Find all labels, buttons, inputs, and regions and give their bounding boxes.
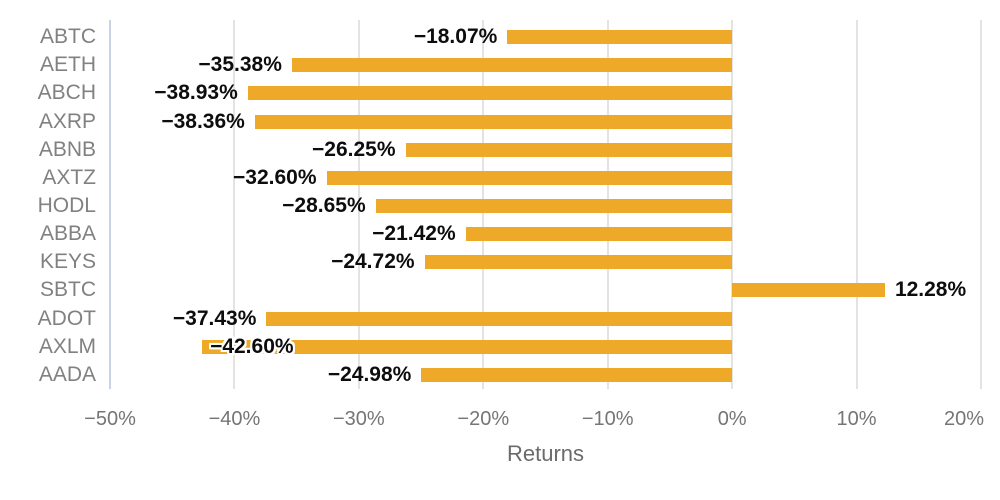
gridline--40 xyxy=(233,20,236,389)
bar-sbtc xyxy=(732,283,885,298)
category-label-abtc: ABTC xyxy=(39,25,96,49)
x-axis-title: Returns xyxy=(506,441,585,466)
gridline-10 xyxy=(855,20,858,389)
data-label-aada: −24.98% xyxy=(327,362,412,386)
category-label-adot: ADOT xyxy=(37,306,96,330)
gridline-20 xyxy=(980,20,982,389)
bar-abnb xyxy=(405,142,733,157)
bar-adot xyxy=(266,311,733,326)
category-label-axtz: AXTZ xyxy=(42,165,96,189)
x-tick-0: 0% xyxy=(717,408,747,430)
data-label-axrp: −38.36% xyxy=(161,109,245,133)
gridline-0 xyxy=(731,20,734,389)
category-label-keys: KEYS xyxy=(39,250,96,274)
data-label-aeth: −35.38% xyxy=(198,53,282,77)
data-label-abnb: −26.25% xyxy=(312,137,396,161)
bar-axrp xyxy=(254,114,733,129)
y-axis-line xyxy=(109,20,111,389)
bar-axlm xyxy=(202,339,733,354)
category-label-axrp: AXRP xyxy=(38,109,96,133)
x-tick-10: 10% xyxy=(836,408,877,430)
bar-hodl xyxy=(375,199,733,213)
bar-axtz xyxy=(326,170,733,185)
data-label-axtz: −32.60% xyxy=(233,165,317,189)
x-tick-20: 20% xyxy=(943,408,984,430)
bar-keys xyxy=(424,255,733,270)
gridline--30 xyxy=(357,20,360,389)
x-tick--30: −30% xyxy=(332,408,385,430)
x-tick--40: −40% xyxy=(208,408,261,430)
bar-aada xyxy=(421,367,733,382)
category-label-aeth: AETH xyxy=(39,53,96,77)
data-label-keys: −24.72% xyxy=(331,250,415,274)
category-label-axlm: AXLM xyxy=(38,334,96,358)
x-tick--10: −10% xyxy=(581,408,634,430)
data-label-adot: −37.43% xyxy=(172,306,257,330)
category-label-aada: AADA xyxy=(38,362,96,386)
data-label-abch: −38.93% xyxy=(154,81,238,105)
data-label-abtc: −18.07% xyxy=(413,25,498,49)
category-label-abba: ABBA xyxy=(39,222,96,246)
category-label-hodl: HODL xyxy=(37,194,96,217)
category-label-abnb: ABNB xyxy=(38,137,96,161)
x-tick--50: −50% xyxy=(84,408,136,430)
data-label-abba: −21.42% xyxy=(372,222,456,246)
bar-abtc xyxy=(507,30,733,45)
category-label-abch: ABCH xyxy=(37,81,96,105)
bar-abch xyxy=(247,86,733,101)
category-label-sbtc: SBTC xyxy=(39,278,96,302)
bar-aeth xyxy=(291,58,733,73)
data-label-sbtc: 12.28% xyxy=(894,278,967,302)
data-label-hodl: −28.65% xyxy=(282,194,366,217)
bar-abba xyxy=(465,227,733,242)
data-label-axlm: −42.60% xyxy=(210,334,294,358)
x-tick--20: −20% xyxy=(457,408,510,430)
